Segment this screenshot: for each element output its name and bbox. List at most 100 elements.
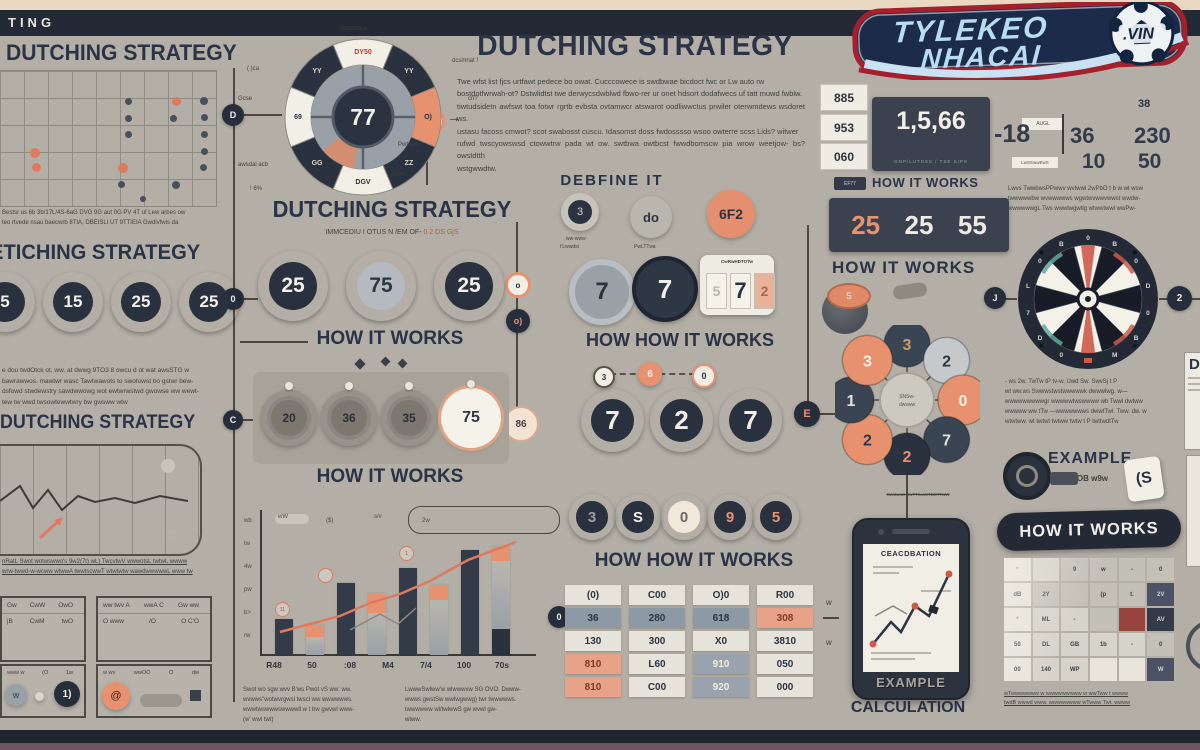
wave-line [0,459,189,542]
svg-text:O): O) [424,114,432,121]
bar-cap [430,585,448,600]
fr-label-2: LwSSwwEwS [1012,157,1058,168]
svg-text:69: 69 [294,114,302,121]
knob-75: 75 [441,380,501,448]
grid-cell-4-4 [1118,658,1146,681]
table-cell-3-3: 050 [757,654,813,674]
orange-circle-icon: @ [102,682,130,710]
fr-paragraph-2-line-0: - ws 2w. TwTw tP tv-w. Uwd Sw. SwvSj t P [1005,379,1118,385]
token-0: ww twv A [103,602,130,609]
wheel-label: wvm. [392,172,406,178]
fr-grid-table: * 9 w -0 dB 2Y (p t. 2V * ML - AV 50 DL GB 1b -0 00 140 WP W [1004,558,1174,681]
token-0: jB [7,618,13,625]
center-left-note-b-line-0: LwwwSwlww'w wlwwwvw SG OVO. Dwww- [405,687,521,693]
flip-cell: 7 [730,273,751,309]
table-row-1: 36 280 618 308 [565,608,813,628]
table-cell-2-2: X0 [693,631,749,651]
flip-counter-label: CwRwHDTOTw [720,259,754,264]
logo-ball-text: .VIN [1123,25,1155,43]
triple-number-panel: 25 25 55 [829,198,1009,252]
svg-text:YY: YY [404,68,414,75]
svg-text:ZZ: ZZ [405,160,414,167]
table-cell-2-0: 130 [565,631,621,651]
table-cell-0-0: (0) [565,585,621,605]
y-tick-5: rw [244,633,251,639]
table-row-3: 810 L60 910 050 [565,654,813,674]
svg-text:2: 2 [942,353,951,370]
bar-body [430,600,448,655]
wheel-label: ( )ca [247,66,259,72]
flip-cell: 2 [754,273,775,309]
svg-text:3: 3 [903,337,912,354]
table-row-2: 130 300 X0 3810 [565,631,813,651]
center-left-note-a-line-1: wvwws''wotwvrgwsl twscl ww wwwwwws. [243,696,353,703]
fr-paragraph-2-line-3: wwwww ww tTw —wwwwwwws dwwtTwl. Tww. dw.… [1005,408,1147,415]
wheel-label: cn? [468,96,478,102]
stack-number-1: 885 [820,84,868,111]
bar-cap [306,625,324,637]
grid-cell-1-4: t. [1118,583,1146,606]
phone-line-chart [869,570,953,648]
token-0: w wv [103,670,116,676]
fr-num-b: 36 [1070,123,1095,148]
grid-cell-1-2 [1061,583,1088,606]
left-notes: nRatL Swot wotwswwo's 9w2(7t) wL) Twcvtw… [2,558,196,578]
left-chip-row: 5 15 25 25 [0,272,239,332]
grid-cell-3-3: 1b [1089,633,1117,656]
scatter-dot-1 [32,163,41,172]
svg-text:DY50: DY50 [354,49,372,56]
table-cell-1-0: 36 [565,608,621,628]
trend-marker-0: 11 [275,602,290,617]
grid-cell-3-1: DL [1032,633,1060,656]
flip-cell: 5 [706,273,727,309]
bar-0 [275,619,293,655]
panel-number-3: 55 [957,209,987,240]
scatter-dot-0 [30,148,40,158]
define-icon-2: do [630,196,672,238]
chip-value: 25 [120,281,162,323]
screen-line [871,652,931,654]
fr-paragraph-2-line-2: wwwwwwwwwgr wwwwwtwswwww wb Twwl dwtww [1005,398,1143,405]
token-2: twO [61,618,73,625]
grid-cell-4-0: 00 [1004,658,1031,681]
connector-hline [820,413,838,415]
left-paragraph-line-1: bawrawwos. mawtwr wasc Tawtwawots to swo… [2,377,194,385]
screen-line [871,658,915,660]
chart-token-0: wW [278,514,288,520]
main-paragraph-line-5: wstgwwdtw. [457,163,497,173]
panel-number-1: 25 [851,209,881,240]
knob-pin [405,382,413,390]
mini-box-b-row1: ww twv A wwA C Gw ww [98,598,210,614]
left-paragraph-line-3: tew tw wwd twsowtewwtwry bw gwsww wtw [2,399,128,407]
side-panel-line [1188,389,1200,391]
small-circle-3: 0 [692,364,716,388]
network-diagram: SNSw-dwsww 3 2 0 7 2 2 1 3 [827,320,989,480]
y-tick-4: b> [244,610,251,616]
table-cell-2-1: 300 [629,631,685,651]
main-paragraph: Twe wfst list fjcs urtfawt pedece bo owa… [457,76,805,175]
screen-line [921,590,951,592]
scatter-dot-2 [118,163,128,173]
poker-chip-25: 25 [258,251,328,321]
chart-token-blob [275,514,309,524]
poker-chip-25: 25 [179,272,239,332]
phone-note: CwstwsS SwTT/LwSTBSTTwW [886,492,950,497]
chip-value: 2 [660,399,703,442]
left-caption-line-1: teo rtvede nsau baecwrb 8TIA, DBEISLI UT… [2,219,179,226]
fr-num-e: 50 [1138,150,1162,173]
knob-panel: 20 36 35 75 [253,372,509,464]
table-cell-3-2: 910 [693,654,749,674]
fr-paragraph-1: Lwvs TwwbwsPPwwv wvtwwl 2wPbO t b w wt w… [1008,185,1174,215]
fr-paragraph-2-line-4: wtwtww. wt twtwt twtww twtw t P twttwdtT… [1005,418,1119,425]
chip-value: 7 [729,399,772,442]
big-number-sub: GNP/LUTDSS / TSE SIPS [894,159,968,164]
connector-left-vline [233,68,235,702]
gray-circle-icon: w [5,684,27,706]
fr-footnote-line-1: twdB wwwd www. wwwwwwww wTwww Twt. wwww [1004,700,1131,707]
svg-text:SNSw-: SNSw- [899,394,915,400]
center-left-how-2: HOW IT WORKS [316,466,464,487]
screen-line [873,566,913,568]
table-row-4: 810 C00 920 000 [565,677,813,697]
left-title-3: DUTCHING STRATEGY [0,412,196,433]
grid-cell-1-0: dB [1004,583,1031,606]
